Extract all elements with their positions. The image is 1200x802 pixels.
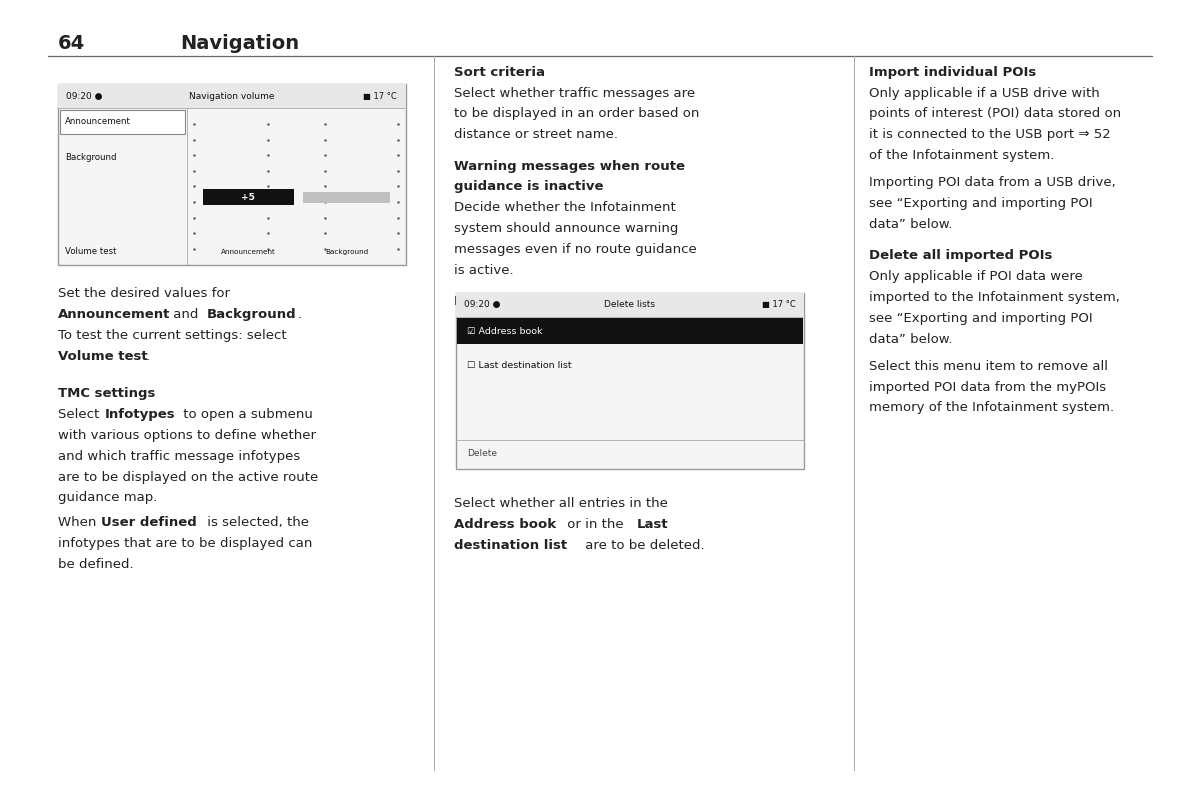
Text: Volume test: Volume test: [58, 350, 148, 363]
Text: to open a submenu: to open a submenu: [179, 408, 313, 421]
Bar: [58, 84, 406, 265]
Bar: [203, 189, 294, 205]
Text: Set the desired values for: Set the desired values for: [58, 287, 229, 300]
Text: distance or street name.: distance or street name.: [454, 128, 618, 141]
Text: .: .: [145, 350, 149, 363]
Text: Infotypes: Infotypes: [104, 408, 175, 421]
Text: Import individual POIs: Import individual POIs: [869, 66, 1036, 79]
Text: Decide whether the Infotainment: Decide whether the Infotainment: [454, 201, 676, 214]
Text: points of interest (POI) data stored on: points of interest (POI) data stored on: [869, 107, 1121, 120]
Bar: [304, 192, 390, 203]
Text: ■ 17 °C: ■ 17 °C: [364, 91, 397, 101]
Text: and which traffic message infotypes: and which traffic message infotypes: [58, 450, 300, 463]
Text: 09:20 ●: 09:20 ●: [464, 300, 500, 310]
Text: data” below.: data” below.: [869, 218, 953, 231]
Text: or in the: or in the: [563, 518, 628, 531]
Text: Announcement: Announcement: [58, 308, 170, 321]
Text: guidance map.: guidance map.: [58, 492, 157, 504]
Text: Navigation volume: Navigation volume: [188, 91, 275, 101]
Bar: [456, 293, 804, 317]
Text: .: .: [298, 308, 301, 321]
Text: Sort criteria: Sort criteria: [454, 66, 545, 79]
Text: To test the current settings: select: To test the current settings: select: [58, 329, 287, 342]
Text: Importing POI data from a USB drive,: Importing POI data from a USB drive,: [869, 176, 1116, 189]
Text: Delete lists: Delete lists: [605, 300, 655, 310]
Text: Delete all imported POIs: Delete all imported POIs: [869, 249, 1052, 262]
Text: Select this menu item to remove all: Select this menu item to remove all: [869, 360, 1108, 373]
Text: destination list: destination list: [454, 539, 566, 552]
Text: Volume test: Volume test: [65, 247, 116, 257]
Text: When: When: [58, 516, 101, 529]
Text: be defined.: be defined.: [58, 558, 133, 571]
Text: and: and: [169, 308, 203, 321]
Text: Background: Background: [206, 308, 296, 321]
Text: ■ 17 °C: ■ 17 °C: [762, 300, 796, 310]
Text: see “Exporting and importing POI: see “Exporting and importing POI: [869, 312, 1092, 325]
Text: is selected, the: is selected, the: [203, 516, 308, 529]
Text: Delete lists: Delete lists: [454, 295, 539, 308]
Text: Select whether traffic messages are: Select whether traffic messages are: [454, 87, 695, 99]
Bar: [60, 110, 185, 134]
Text: memory of the Infotainment system.: memory of the Infotainment system.: [869, 402, 1114, 415]
Bar: [58, 84, 406, 108]
Text: Background: Background: [65, 153, 116, 163]
Text: Delete: Delete: [467, 448, 497, 458]
Text: User defined: User defined: [101, 516, 197, 529]
Text: are to be deleted.: are to be deleted.: [581, 539, 704, 552]
Text: data” below.: data” below.: [869, 333, 953, 346]
Text: imported POI data from the myPOIs: imported POI data from the myPOIs: [869, 381, 1106, 394]
Text: +5: +5: [241, 193, 256, 202]
Text: Select whether all entries in the: Select whether all entries in the: [454, 497, 667, 510]
Bar: [456, 293, 804, 469]
Text: 09:20 ●: 09:20 ●: [66, 91, 102, 101]
Text: infotypes that are to be displayed can: infotypes that are to be displayed can: [58, 537, 312, 550]
Text: 64: 64: [58, 34, 85, 53]
Text: Select: Select: [58, 408, 103, 421]
Text: see “Exporting and importing POI: see “Exporting and importing POI: [869, 197, 1092, 210]
Text: Only applicable if POI data were: Only applicable if POI data were: [869, 270, 1082, 283]
Text: Only applicable if a USB drive with: Only applicable if a USB drive with: [869, 87, 1099, 99]
Text: Announcement: Announcement: [221, 249, 276, 255]
Text: to be displayed in an order based on: to be displayed in an order based on: [454, 107, 698, 120]
Text: Announcement: Announcement: [65, 117, 131, 127]
Bar: [457, 318, 803, 344]
Text: is active.: is active.: [454, 264, 514, 277]
Text: ☑ Address book: ☑ Address book: [467, 326, 542, 336]
Text: Navigation: Navigation: [180, 34, 299, 53]
Text: messages even if no route guidance: messages even if no route guidance: [454, 243, 696, 256]
Text: it is connected to the USB port ⇒ 52: it is connected to the USB port ⇒ 52: [869, 128, 1110, 141]
Text: with various options to define whether: with various options to define whether: [58, 429, 316, 442]
Text: imported to the Infotainment system,: imported to the Infotainment system,: [869, 291, 1120, 304]
Text: ☐ Last destination list: ☐ Last destination list: [467, 361, 571, 371]
Text: Background: Background: [325, 249, 368, 255]
Text: system should announce warning: system should announce warning: [454, 222, 678, 235]
Text: guidance is inactive: guidance is inactive: [454, 180, 604, 193]
Text: TMC settings: TMC settings: [58, 387, 155, 400]
Text: Warning messages when route: Warning messages when route: [454, 160, 684, 172]
Text: Address book: Address book: [454, 518, 556, 531]
Text: of the Infotainment system.: of the Infotainment system.: [869, 149, 1054, 162]
Text: Last: Last: [637, 518, 668, 531]
Text: are to be displayed on the active route: are to be displayed on the active route: [58, 471, 318, 484]
